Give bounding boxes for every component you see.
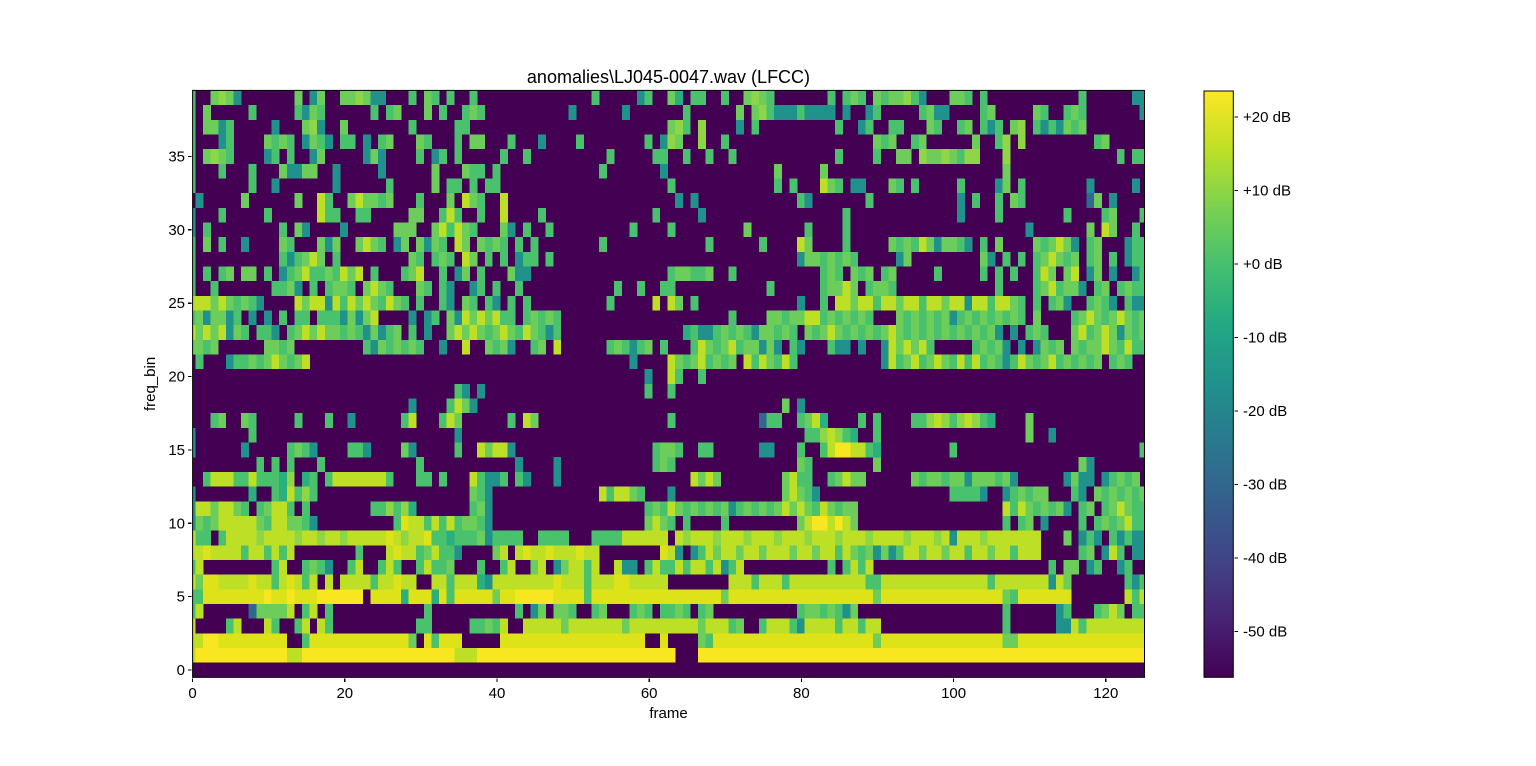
svg-text:frame: frame	[649, 705, 687, 722]
svg-text:+10 dB: +10 dB	[1243, 183, 1291, 200]
svg-text:15: 15	[168, 442, 185, 459]
svg-text:100: 100	[941, 685, 966, 702]
svg-text:+0 dB: +0 dB	[1243, 256, 1283, 273]
svg-text:0: 0	[188, 685, 196, 702]
svg-text:20: 20	[336, 685, 353, 702]
svg-text:25: 25	[168, 295, 185, 312]
svg-text:5: 5	[177, 589, 185, 606]
svg-text:anomalies\LJ045-0047.wav (LFCC: anomalies\LJ045-0047.wav (LFCC)	[527, 67, 810, 87]
svg-text:35: 35	[168, 148, 185, 165]
svg-text:40: 40	[489, 685, 506, 702]
svg-text:-20 dB: -20 dB	[1243, 403, 1287, 420]
svg-text:30: 30	[168, 222, 185, 239]
svg-text:freq_bin: freq_bin	[142, 357, 159, 411]
svg-text:60: 60	[641, 685, 658, 702]
svg-text:120: 120	[1093, 685, 1118, 702]
svg-text:-10 dB: -10 dB	[1243, 330, 1287, 347]
svg-text:80: 80	[793, 685, 810, 702]
svg-text:20: 20	[168, 369, 185, 386]
svg-text:10: 10	[168, 515, 185, 532]
svg-text:-30 dB: -30 dB	[1243, 477, 1287, 494]
svg-text:-50 dB: -50 dB	[1243, 624, 1287, 641]
svg-text:-40 dB: -40 dB	[1243, 550, 1287, 567]
svg-text:0: 0	[177, 662, 185, 679]
svg-text:+20 dB: +20 dB	[1243, 109, 1291, 126]
